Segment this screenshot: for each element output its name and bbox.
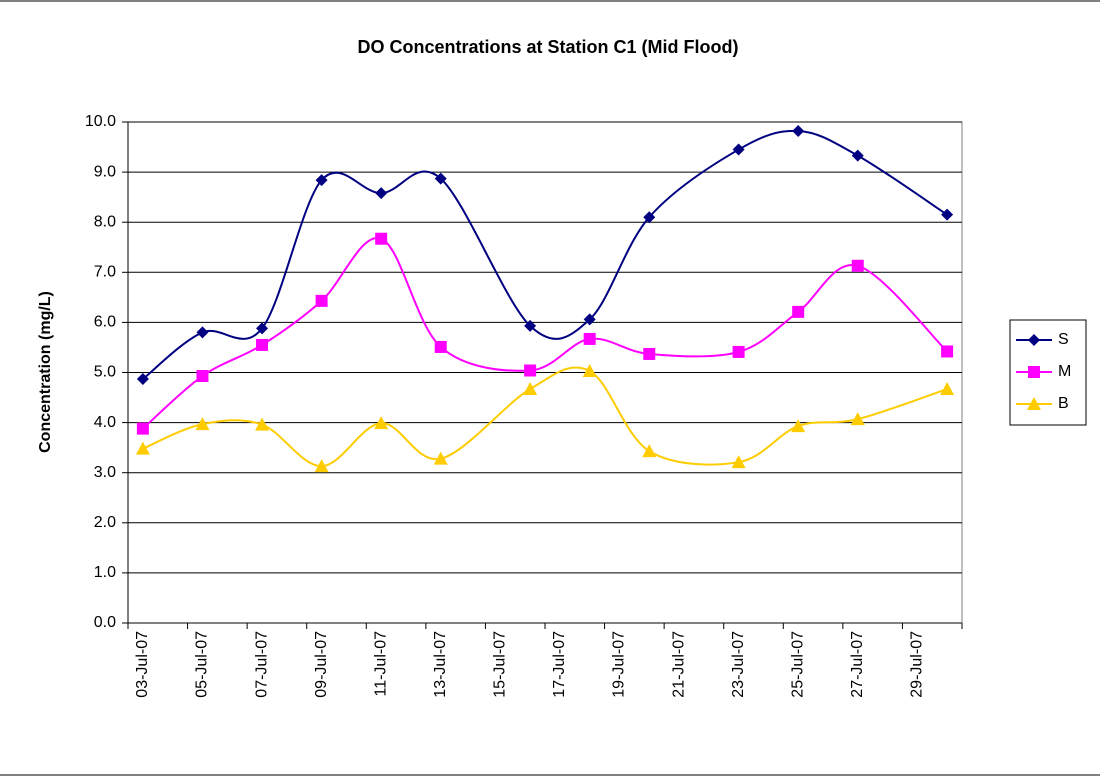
y-tick-label: 4.0 [94, 414, 116, 431]
marker [256, 322, 269, 335]
marker [583, 313, 596, 326]
y-axis-label: Concentration (mg/L) [37, 291, 54, 453]
x-tick-label: 25-Jul-07 [789, 631, 806, 698]
marker [196, 370, 209, 383]
y-tick-label: 0.0 [94, 614, 116, 631]
marker [524, 319, 537, 332]
marker [643, 347, 656, 360]
marker [136, 373, 149, 386]
y-tick-label: 2.0 [94, 514, 116, 531]
x-tick-label: 23-Jul-07 [730, 631, 747, 698]
marker [1028, 334, 1040, 346]
marker [792, 125, 805, 138]
x-tick-label: 17-Jul-07 [551, 631, 568, 698]
x-tick-label: 07-Jul-07 [253, 631, 270, 698]
x-tick-label: 29-Jul-07 [909, 631, 926, 698]
marker [374, 416, 389, 430]
marker [434, 340, 447, 353]
marker [792, 305, 805, 318]
x-tick-label: 15-Jul-07 [492, 631, 509, 698]
marker [731, 455, 746, 469]
marker [583, 332, 596, 345]
marker [732, 143, 745, 156]
marker [851, 149, 864, 162]
y-tick-label: 1.0 [94, 564, 116, 581]
marker [1027, 397, 1041, 410]
y-tick-label: 6.0 [94, 314, 116, 331]
marker [135, 441, 150, 455]
marker [941, 208, 954, 221]
marker [375, 232, 388, 245]
marker [850, 412, 865, 426]
x-tick-label: 13-Jul-07 [432, 631, 449, 698]
marker [256, 338, 269, 351]
x-tick-label: 19-Jul-07 [611, 631, 628, 698]
marker [375, 187, 388, 200]
legend-label: M [1058, 363, 1071, 380]
marker [136, 422, 149, 435]
marker [196, 326, 209, 339]
marker [315, 294, 328, 307]
marker [434, 172, 447, 185]
marker [315, 174, 328, 187]
marker [314, 459, 329, 473]
legend-label: B [1058, 395, 1069, 412]
marker [433, 451, 448, 465]
x-tick-label: 09-Jul-07 [313, 631, 330, 698]
x-tick-label: 05-Jul-07 [194, 631, 211, 698]
x-tick-label: 11-Jul-07 [372, 631, 389, 697]
marker [255, 417, 270, 431]
marker [195, 417, 210, 431]
y-tick-label: 8.0 [94, 213, 116, 230]
y-tick-label: 10.0 [85, 113, 116, 130]
marker [582, 363, 597, 377]
legend-label: S [1058, 331, 1069, 348]
y-tick-label: 9.0 [94, 163, 116, 180]
marker [791, 419, 806, 433]
y-tick-label: 3.0 [94, 464, 116, 481]
x-tick-label: 27-Jul-07 [849, 631, 866, 698]
x-tick-label: 21-Jul-07 [670, 631, 687, 698]
y-tick-label: 7.0 [94, 264, 116, 281]
marker [940, 382, 955, 396]
marker [941, 345, 954, 358]
marker [642, 444, 657, 458]
y-tick-label: 5.0 [94, 364, 116, 381]
marker [851, 259, 864, 272]
marker [643, 211, 656, 224]
x-tick-label: 03-Jul-07 [134, 631, 151, 698]
chart-title: DO Concentrations at Station C1 (Mid Flo… [358, 37, 739, 57]
marker [1028, 366, 1040, 378]
marker [732, 345, 745, 358]
marker [524, 364, 537, 377]
marker [523, 382, 538, 396]
